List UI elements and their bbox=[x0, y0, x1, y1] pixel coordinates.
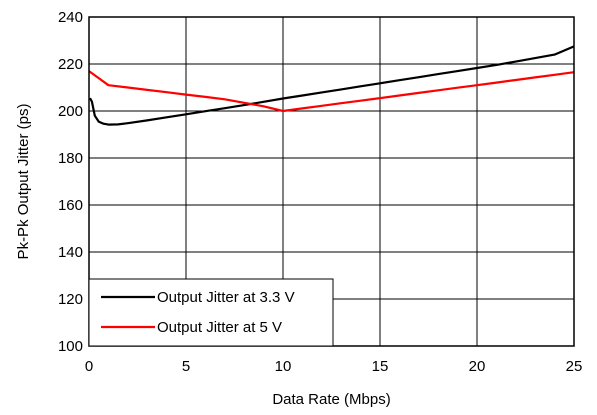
y-tick-label: 220 bbox=[58, 56, 83, 73]
y-tick-label: 180 bbox=[58, 150, 83, 167]
legend: Output Jitter at 3.3 V Output Jitter at 5… bbox=[88, 278, 334, 347]
y-tick-label: 100 bbox=[58, 338, 83, 355]
y-tick-label: 200 bbox=[58, 103, 83, 120]
x-tick-label: 15 bbox=[372, 358, 389, 375]
y-tick-label: 120 bbox=[58, 291, 83, 308]
legend-label: Output Jitter at 5 V bbox=[157, 319, 282, 336]
y-tick-label: 240 bbox=[58, 9, 83, 26]
legend-box bbox=[88, 278, 334, 347]
x-axis-label: Data Rate (Mbps) bbox=[272, 391, 390, 408]
legend-label: Output Jitter at 3.3 V bbox=[157, 289, 295, 306]
y-axis-label: Pk-Pk Output Jitter (ps) bbox=[15, 104, 32, 260]
x-tick-label: 0 bbox=[85, 358, 93, 375]
y-tick-label: 140 bbox=[58, 244, 83, 261]
x-tick-label: 20 bbox=[469, 358, 486, 375]
x-tick-label: 5 bbox=[182, 358, 190, 375]
series-line-1 bbox=[89, 45, 575, 126]
y-tick-labels: 100 120 140 160 180 200 220 240 bbox=[58, 9, 83, 355]
y-tick-label: 160 bbox=[58, 197, 83, 214]
series-layer bbox=[88, 45, 575, 126]
x-tick-labels: 0 5 10 15 20 25 bbox=[85, 358, 583, 375]
x-tick-label: 25 bbox=[566, 358, 583, 375]
series-line-2 bbox=[88, 70, 575, 113]
x-tick-label: 10 bbox=[275, 358, 292, 375]
